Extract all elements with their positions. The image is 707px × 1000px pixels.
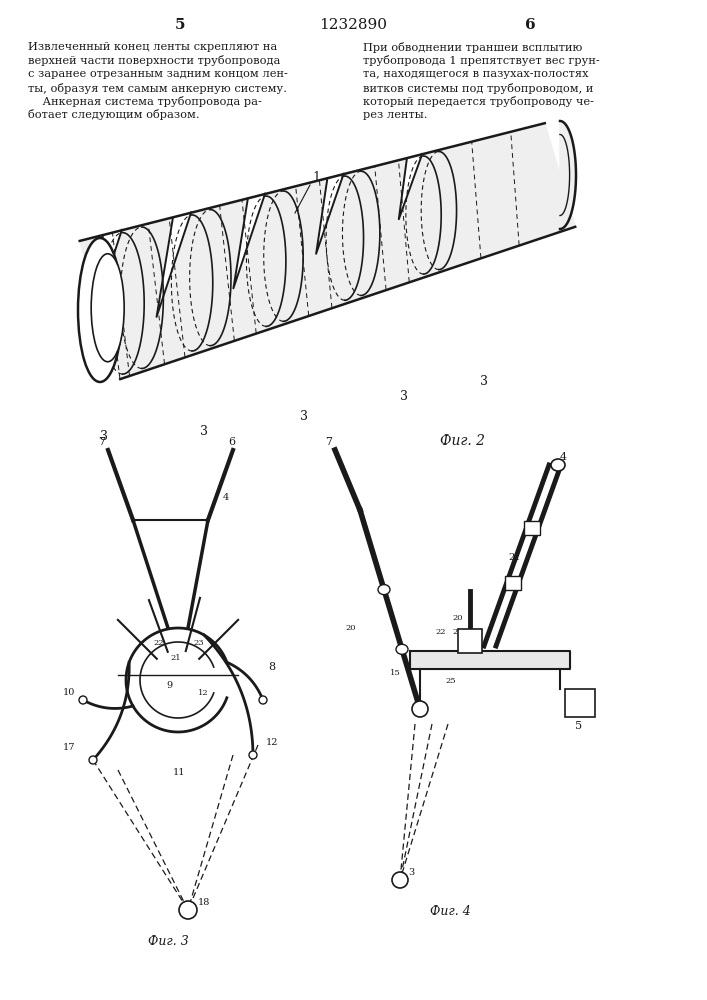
Text: 15: 15 bbox=[390, 669, 401, 677]
Text: 23: 23 bbox=[193, 639, 204, 647]
Text: трубопровода 1 препятствует вес грун-: трубопровода 1 препятствует вес грун- bbox=[363, 55, 600, 66]
Polygon shape bbox=[410, 651, 570, 669]
Text: 4: 4 bbox=[223, 493, 229, 502]
Text: 18: 18 bbox=[198, 898, 211, 907]
Text: рез ленты.: рез ленты. bbox=[363, 109, 428, 119]
Text: 11: 11 bbox=[173, 768, 185, 777]
Polygon shape bbox=[560, 121, 576, 229]
Text: Фиг. 3: Фиг. 3 bbox=[148, 935, 189, 948]
Text: 5: 5 bbox=[175, 18, 185, 32]
Bar bbox=[505, 576, 521, 590]
Ellipse shape bbox=[259, 696, 267, 704]
Text: 22: 22 bbox=[435, 628, 445, 636]
Bar bbox=[525, 521, 540, 535]
Polygon shape bbox=[156, 212, 191, 317]
Ellipse shape bbox=[551, 459, 565, 471]
Text: При обводнении траншеи всплытию: При обводнении траншеи всплытию bbox=[363, 42, 583, 53]
Polygon shape bbox=[80, 123, 575, 379]
Text: 9: 9 bbox=[166, 681, 172, 690]
Text: 8: 8 bbox=[268, 662, 275, 672]
Text: 1: 1 bbox=[312, 171, 320, 184]
Ellipse shape bbox=[78, 238, 122, 382]
Polygon shape bbox=[316, 174, 344, 254]
Text: 5: 5 bbox=[575, 721, 582, 731]
Ellipse shape bbox=[249, 751, 257, 759]
Polygon shape bbox=[84, 230, 122, 344]
Polygon shape bbox=[233, 194, 265, 288]
Ellipse shape bbox=[412, 701, 428, 717]
Ellipse shape bbox=[79, 696, 87, 704]
Ellipse shape bbox=[396, 644, 408, 654]
Text: 17: 17 bbox=[63, 743, 76, 752]
Text: Извлеченный конец ленты скрепляют на: Извлеченный конец ленты скрепляют на bbox=[28, 42, 277, 52]
Text: 9: 9 bbox=[400, 645, 406, 654]
Text: 3: 3 bbox=[300, 410, 308, 423]
Text: 3: 3 bbox=[480, 375, 488, 388]
Bar bbox=[458, 629, 482, 653]
Text: Фиг. 4: Фиг. 4 bbox=[430, 905, 471, 918]
Text: 21: 21 bbox=[170, 654, 180, 662]
Text: который передается трубопроводу че-: который передается трубопроводу че- bbox=[363, 96, 594, 107]
Ellipse shape bbox=[179, 901, 197, 919]
Text: 3: 3 bbox=[400, 390, 408, 403]
Text: 25: 25 bbox=[445, 677, 455, 685]
Text: 6: 6 bbox=[525, 18, 535, 32]
Bar bbox=[565, 689, 595, 717]
Text: 22: 22 bbox=[153, 639, 163, 647]
Text: 7: 7 bbox=[98, 437, 105, 447]
Polygon shape bbox=[399, 154, 422, 219]
Text: Фиг. 2: Фиг. 2 bbox=[440, 434, 485, 448]
Text: 4: 4 bbox=[560, 452, 567, 462]
Ellipse shape bbox=[89, 756, 97, 764]
Text: верхней части поверхности трубопровода: верхней части поверхности трубопровода bbox=[28, 55, 281, 66]
Text: 12: 12 bbox=[198, 689, 209, 697]
Text: 20: 20 bbox=[452, 614, 462, 622]
Text: Анкерная система трубопровода ра-: Анкерная система трубопровода ра- bbox=[28, 96, 262, 107]
Text: 3: 3 bbox=[100, 430, 108, 443]
Text: витков системы под трубопроводом, и: витков системы под трубопроводом, и bbox=[363, 83, 593, 94]
Text: та, находящегося в пазухах-полостях: та, находящегося в пазухах-полостях bbox=[363, 69, 588, 79]
Text: 21: 21 bbox=[508, 553, 520, 562]
Ellipse shape bbox=[91, 254, 124, 362]
Text: 10: 10 bbox=[63, 688, 76, 697]
Text: 23: 23 bbox=[452, 628, 462, 636]
Text: 7: 7 bbox=[325, 437, 332, 447]
Text: 1232890: 1232890 bbox=[319, 18, 387, 32]
Text: ты, образуя тем самым анкерную систему.: ты, образуя тем самым анкерную систему. bbox=[28, 83, 287, 94]
Text: с заранее отрезанным задним концом лен-: с заранее отрезанным задним концом лен- bbox=[28, 69, 288, 79]
Text: 20: 20 bbox=[345, 624, 356, 632]
Ellipse shape bbox=[378, 585, 390, 595]
Text: ботает следующим образом.: ботает следующим образом. bbox=[28, 109, 199, 120]
Text: 3: 3 bbox=[200, 425, 208, 438]
Text: 6: 6 bbox=[228, 437, 235, 447]
Text: 12: 12 bbox=[266, 738, 279, 747]
Ellipse shape bbox=[392, 872, 408, 888]
Text: 3: 3 bbox=[408, 868, 414, 877]
